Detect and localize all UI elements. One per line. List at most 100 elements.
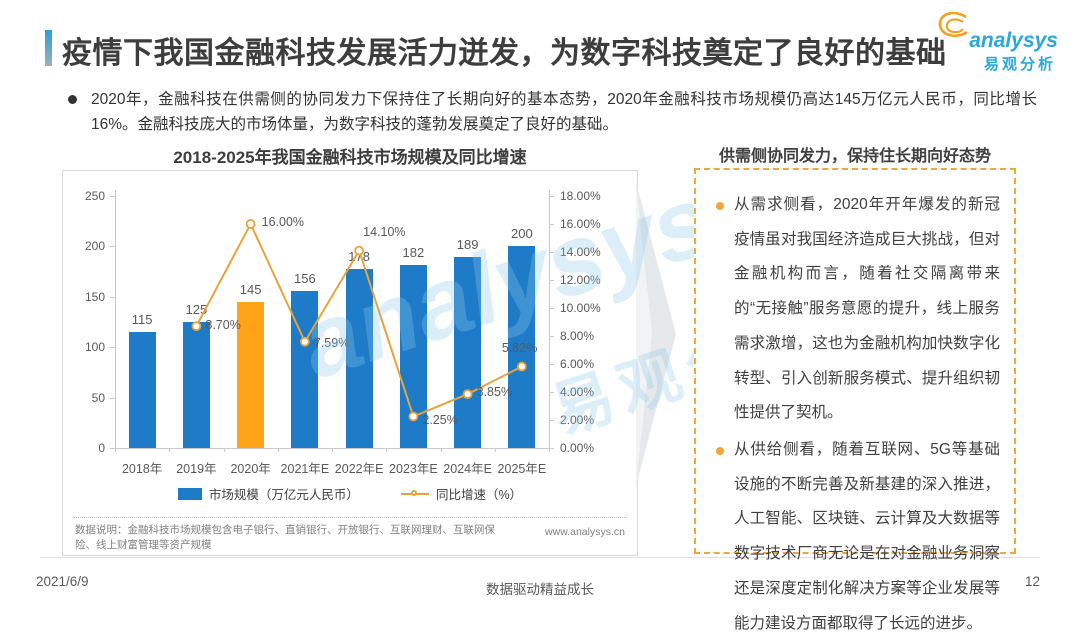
growth-point-label: 8.70%	[205, 318, 241, 333]
logo-brand-cn-text: 易观分析	[983, 56, 1056, 73]
right-axis-tick-label: 2.00%	[560, 413, 595, 427]
x-axis-tick	[115, 448, 116, 452]
transition-arrow-icon	[636, 182, 676, 486]
right-axis-tick	[549, 280, 554, 281]
logo-brand-text: analysys	[969, 29, 1058, 52]
bar-2020年	[237, 301, 265, 448]
x-axis-tick	[440, 448, 442, 452]
bar-2018年	[128, 332, 156, 448]
summary-text: 2020年，金融科技在供需侧的协同发力下保持住了长期向好的基本态势，2020年金…	[91, 91, 1037, 133]
panel-bullet-text: 从需求侧看，2020年开年爆发的新冠疫情虽对我国经济造成巨大挑战，但对金融机构而…	[734, 196, 1000, 422]
bar-value-label: 115	[131, 312, 153, 328]
left-axis-tick	[110, 448, 115, 449]
footnote-divider	[73, 517, 627, 518]
title-accent-bar	[45, 30, 52, 66]
chart-title: 2018-2025年我国金融科技市场规模及同比增速	[173, 148, 527, 167]
page-title: 疫情下我国金融科技发展活力迸发，为数字科技奠定了良好的基础	[62, 37, 947, 70]
bar-2021年E	[291, 290, 319, 448]
growth-point-label: 16.00%	[261, 215, 305, 229]
right-axis-tick-label: 8.00%	[560, 329, 595, 343]
x-axis-category-label: 2023年E	[389, 462, 438, 476]
right-axis-tick-label: 6.00%	[560, 357, 595, 371]
orange-bullet-icon	[716, 202, 724, 210]
right-axis-tick	[549, 336, 554, 337]
analysys-swirl-icon	[933, 8, 979, 53]
insight-panel: 从需求侧看，2020年开年爆发的新冠疫情虽对我国经济造成巨大挑战，但对金融机构而…	[694, 168, 1016, 632]
analysys-logo: analysys 易观分析	[930, 8, 1058, 74]
right-axis-tick-label: 18.00%	[560, 189, 601, 203]
chart-legend: 市场规模（万亿元人民币） 同比增速（%）	[63, 484, 637, 503]
left-axis-tick-label: 250	[84, 189, 105, 203]
x-axis-category-label: 2025年E	[497, 462, 547, 476]
bar-value-label: 200	[511, 226, 533, 242]
x-axis-tick	[332, 448, 333, 452]
left-axis-tick-label: 150	[84, 289, 105, 304]
right-axis-tick-label: 4.00%	[560, 385, 595, 399]
footer-divider	[40, 557, 1040, 558]
legend-label: 同比增速（%）	[435, 488, 523, 502]
panel-bullet-text: 从供给侧看，随着互联网、5G等基础设施的不断完善及新基建的深入推进，人工智能、区…	[734, 441, 1000, 632]
x-axis-category-label: 2021年E	[280, 462, 330, 476]
footer-date: 2021/6/9	[36, 574, 89, 589]
legend-item-market-size: 市场规模（万亿元人民币）	[177, 484, 359, 503]
panel-bullet-supply: 从供给侧看，随着互联网、5G等基础设施的不断完善及新基建的深入推进，人工智能、区…	[710, 433, 1000, 641]
growth-point-label: 5.82%	[501, 340, 538, 355]
left-axis-tick-label: 200	[84, 239, 105, 254]
right-axis-tick	[549, 420, 554, 421]
right-axis-tick	[549, 224, 554, 225]
right-axis-tick	[549, 196, 554, 197]
slide: 疫情下我国金融科技发展活力迸发，为数字科技奠定了良好的基础 analysys 易…	[36, 8, 1058, 632]
x-axis-tick	[169, 448, 171, 452]
right-axis-line	[549, 190, 550, 448]
bar-2022年E	[345, 268, 373, 448]
bullet-dot-icon	[68, 95, 77, 104]
bar-value-label: 125	[185, 302, 208, 317]
bar-value-label: 145	[239, 281, 262, 297]
growth-point-label: 2.25%	[422, 412, 458, 427]
x-axis-tick	[549, 448, 550, 452]
x-axis-tick	[494, 448, 496, 452]
page-number: 12	[1024, 574, 1040, 589]
left-axis-line	[115, 190, 116, 448]
right-axis-tick	[549, 252, 554, 253]
right-axis-tick-label: 0.00%	[560, 441, 595, 455]
source-url: www.analysys.cn	[545, 526, 625, 538]
panel-bullet-demand: 从需求侧看，2020年开年爆发的新冠疫情虽对我国经济造成巨大挑战，但对金融机构而…	[710, 188, 1000, 431]
left-axis-tick-label: 0	[98, 441, 105, 455]
x-axis-category-label: 2020年	[230, 462, 271, 476]
bar-2024年E	[454, 257, 482, 448]
right-axis-tick	[549, 308, 554, 309]
bar-value-label: 189	[456, 237, 479, 253]
bar-value-label: 156	[294, 270, 316, 286]
left-axis-tick	[110, 296, 115, 298]
x-axis-category-label: 2019年	[176, 462, 217, 476]
right-axis-tick	[549, 448, 554, 449]
x-axis-category-label: 2022年E	[334, 462, 384, 476]
chart-footnote: 数据说明：金融科技市场规模包含电子银行、直销银行、开放银行、互联网理财、互联网保…	[75, 523, 625, 553]
line-series-swatch-icon	[400, 489, 429, 496]
bar-value-label: 178	[348, 248, 370, 264]
left-axis-tick	[110, 246, 115, 248]
left-axis-tick	[110, 347, 115, 349]
growth-point-label: 7.59%	[313, 335, 350, 350]
panel-title: 供需侧协同发力，保持住长期向好态势	[718, 148, 991, 165]
chart-plot-area: 250 200 150 100 50 0 18.00% 16.00% 14.00% 12.00% 1…	[63, 171, 637, 555]
right-axis-tick-label: 16.00%	[560, 217, 601, 231]
left-axis-tick	[110, 196, 115, 197]
summary-bullet: 2020年，金融科技在供需侧的协同发力下保持住了长期向好的基本态势，2020年金…	[62, 88, 1037, 138]
orange-bullet-icon	[716, 447, 724, 456]
x-axis-tick	[223, 448, 225, 452]
legend-item-growth: 同比增速（%）	[400, 484, 523, 503]
left-axis-tick-label: 100	[84, 340, 105, 355]
left-axis-tick	[110, 397, 115, 399]
chart-frame: 250 200 150 100 50 0 18.00% 16.00% 14.00% 12.00% 1…	[62, 170, 638, 556]
legend-label: 市场规模（万亿元人民币）	[208, 488, 359, 502]
bar-series-swatch-icon	[177, 487, 202, 500]
x-axis-tick	[386, 448, 388, 452]
footer-slogan: 数据驱动精益成长	[486, 582, 594, 597]
right-axis-tick-label: 12.00%	[560, 273, 601, 287]
right-axis-tick-label: 10.00%	[560, 301, 601, 315]
left-axis-tick-label: 50	[91, 390, 105, 405]
bar-2019年	[182, 322, 210, 448]
growth-point-label: 3.85%	[476, 385, 513, 400]
